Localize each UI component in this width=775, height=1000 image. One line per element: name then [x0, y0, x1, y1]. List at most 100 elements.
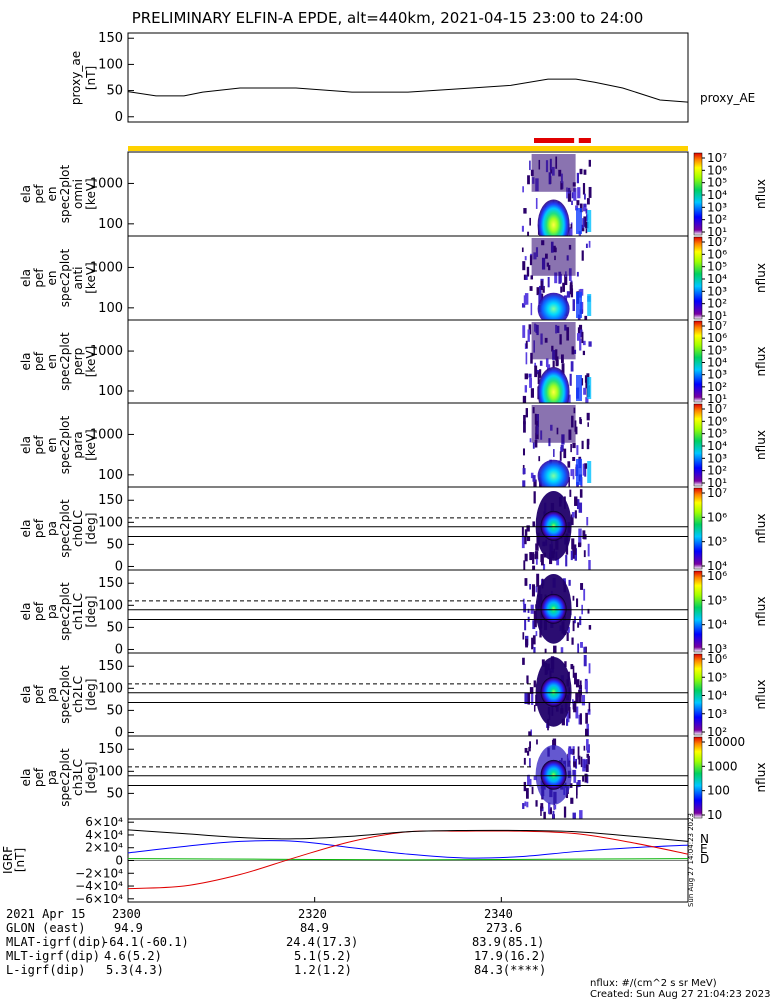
spectrogram-pixel	[521, 535, 525, 549]
spectrogram-pixel	[582, 530, 586, 539]
spectrogram-pixel	[547, 802, 551, 814]
spectrogram-pixel	[588, 341, 592, 347]
colorbar-tick-label: 10⁶	[707, 652, 727, 666]
axis-row-value: 83.9(85.1)	[472, 935, 545, 949]
spectrogram-flux-region	[531, 238, 576, 276]
spectrogram-pixel	[523, 560, 526, 572]
spectrogram-pixel	[531, 692, 534, 705]
panel-bg	[128, 570, 688, 653]
spectrogram-pixel	[572, 544, 577, 555]
spectrogram-pixel	[539, 360, 543, 366]
spectrogram-pixel	[577, 333, 581, 341]
colorbar	[693, 236, 703, 320]
spectrogram-pixel	[564, 661, 567, 668]
spectrogram-pixel	[580, 756, 583, 768]
spectrogram-pixel	[585, 728, 589, 740]
spectrogram-pixel	[572, 812, 576, 821]
spectrogram-pixel	[566, 187, 568, 199]
spectrogram-pixel	[530, 302, 533, 316]
colorbar-tick-label: 10²	[707, 213, 727, 227]
spectrogram-pixel	[532, 565, 536, 572]
colorbar-tick-label: 10⁵	[707, 176, 727, 190]
panel-ylabel: ch2LC	[71, 676, 85, 713]
panel-ylabel: en	[45, 187, 59, 202]
panel-ytick-label: 150	[98, 493, 123, 508]
spectrogram-pixel	[571, 637, 574, 645]
spectrogram-pixel	[577, 643, 580, 654]
colorbar-tick-label: 10⁵	[707, 343, 727, 357]
spectrogram-pixel	[524, 801, 527, 807]
spectrogram-flux-region	[576, 459, 582, 485]
spectrogram-pixel	[569, 489, 572, 497]
igrf-ytick-label: −2×10⁴	[75, 866, 123, 880]
spectrogram-pixel	[523, 208, 527, 214]
spectrogram-flux-region	[587, 294, 592, 316]
spectrogram-pixel	[522, 395, 527, 407]
spectrogram-pixel	[586, 215, 588, 222]
spectrogram-pixel	[576, 445, 579, 455]
spectrogram-pixel	[577, 314, 581, 323]
spectrogram-pixel	[541, 659, 545, 667]
spectrogram-pixel	[567, 748, 571, 761]
spectrogram-pixel	[579, 616, 582, 626]
spectrogram-pixel	[529, 687, 534, 694]
spectrogram-pixel	[526, 675, 529, 684]
spectrogram-pixel	[553, 449, 555, 457]
panel-ylabel: en	[45, 271, 59, 286]
spectrogram-pixel	[583, 169, 587, 175]
spectrogram-pixel	[533, 647, 536, 656]
panel-ylabel: pef	[32, 351, 46, 371]
panel-ytick-label: 100	[98, 301, 123, 316]
spectrogram-pixel	[573, 755, 575, 764]
panel-ylabel: ela	[19, 602, 33, 620]
panel-bg	[128, 653, 688, 736]
axis-row-label: 2021 Apr 15	[6, 907, 86, 921]
spectrogram-pixel	[524, 256, 527, 261]
panel-ylabel: [keV]	[84, 346, 98, 377]
spectrogram-pixel	[568, 706, 571, 719]
spectrogram-pixel	[535, 631, 538, 637]
spectrogram-pixel	[579, 338, 582, 351]
panel-ylabel: spec2plot	[58, 665, 72, 724]
spectrogram-pixel	[527, 329, 530, 342]
panel-ylabel: spec2plot	[58, 748, 72, 807]
spectrogram-pixel	[525, 340, 528, 349]
spectrogram-pixel	[572, 700, 576, 710]
colorbar	[693, 736, 703, 819]
spectrogram-pixel	[524, 373, 529, 380]
spectrogram-pixel	[570, 664, 574, 670]
panel-ytick-label: 100	[98, 384, 123, 399]
spectrogram-pixel	[530, 275, 534, 280]
axis-row-value: 84.3(****)	[474, 963, 547, 977]
spectrogram-pixel	[534, 551, 539, 560]
spectrogram-pixel	[523, 414, 526, 425]
igrf-ylabel: IGRF	[1, 846, 15, 874]
spectrogram-pixel	[528, 373, 532, 378]
panel-ylabel: para	[71, 431, 85, 458]
spectrogram-pixel	[567, 394, 571, 406]
spectrogram-pixel	[567, 461, 571, 468]
panel-ytick-label: 150	[98, 576, 123, 591]
spectrogram-pixel	[582, 463, 585, 476]
timestamp-stamp: Sun Aug 27 14:04:23 2023	[687, 813, 695, 907]
igrf-series-E	[127, 858, 689, 861]
spectrogram-pixel	[585, 712, 588, 724]
spectrogram-pixel	[535, 198, 538, 209]
spectrogram-pixel	[560, 286, 563, 293]
spectrogram-pixel	[582, 183, 586, 195]
spectrogram-flux-region	[531, 154, 576, 192]
spectrogram-pixel	[537, 371, 540, 385]
spectrogram-flux-region	[540, 759, 567, 790]
panel-bg	[128, 236, 688, 320]
science-zone-bar	[534, 138, 575, 143]
spectrogram-pixel	[572, 749, 575, 755]
spectrogram-pixel	[585, 378, 588, 389]
time-axis-table: 2021 Apr 15 2300 2320 2340 GLON (east) 9…	[6, 907, 606, 977]
spectrogram-pixel	[529, 377, 532, 388]
panel-ch0LC: 150 100 50 0 ela pef pa spec2plot ch0LC [deg] 10⁷ 1…	[19, 486, 768, 574]
spectrogram-pixel	[538, 285, 542, 299]
spectrogram-pixel	[576, 785, 578, 796]
colorbar-label: nflux	[754, 597, 768, 627]
spectrogram-pixel	[570, 550, 573, 561]
colorbar	[693, 653, 703, 736]
